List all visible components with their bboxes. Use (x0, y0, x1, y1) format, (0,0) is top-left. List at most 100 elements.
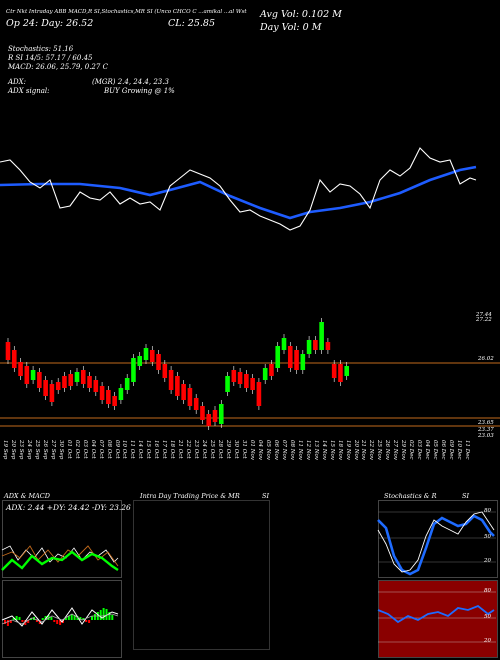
rsi-chart (377, 591, 496, 643)
date-label: 01 Nov (248, 440, 255, 460)
macd-bar (27, 620, 30, 623)
rsi-panel (378, 580, 498, 658)
candle-down (212, 410, 218, 422)
date-label: 15 Nov (328, 440, 335, 460)
date-label: 08 Oct (105, 440, 112, 459)
candle-down (244, 374, 249, 388)
date-label: 04 Nov (256, 440, 263, 460)
date-label: 27 Nov (392, 440, 399, 460)
candle-down (193, 398, 199, 410)
date-label: 30 Oct (233, 440, 240, 459)
date-label: 29 Oct (225, 440, 232, 459)
candle-down (187, 388, 193, 406)
candle-down (68, 374, 74, 386)
date-label: 20 Sep (9, 440, 16, 460)
price-level-low1: 23.65 (478, 420, 494, 426)
macd-bar (85, 620, 88, 622)
date-label: 30 Sep (57, 440, 64, 460)
candle-down (156, 354, 161, 370)
candle-up (143, 348, 149, 360)
date-label: 22 Nov (368, 440, 375, 460)
date-label: 19 Sep (2, 440, 8, 460)
stoch-panel (378, 500, 498, 578)
date-label: 23 Sep (17, 440, 24, 460)
candle-down (250, 378, 255, 390)
date-label: 24 Sep (25, 440, 32, 460)
date-label: 21 Nov (360, 440, 367, 460)
macd-bar (93, 614, 96, 620)
stoch-chart (377, 511, 496, 576)
date-label: 11 Oct (129, 440, 136, 459)
intraday-si: SI (262, 492, 270, 500)
macd-bar (91, 616, 93, 620)
candle-up (131, 358, 136, 382)
date-label: 15 Oct (145, 440, 152, 459)
candle-down (11, 350, 17, 368)
candle-down (43, 380, 48, 396)
adx-signal-label: ADX signal: (8, 87, 50, 95)
date-label: 11 Dec (464, 440, 471, 460)
date-label: 27 Sep (49, 440, 56, 460)
date-label: 18 Oct (169, 440, 176, 459)
candle-down (231, 370, 237, 382)
date-label: 06 Dec (440, 440, 447, 460)
adx-panel (2, 500, 122, 578)
date-label: 26 Nov (384, 440, 391, 460)
header-open: Op 24: Day: 26.52 (6, 18, 94, 29)
date-label: 03 Oct (81, 440, 88, 459)
date-label: 29 Nov (400, 440, 407, 460)
macd-bar (59, 620, 62, 625)
candle-down (149, 350, 155, 362)
candle-down (49, 384, 55, 402)
candle-up (225, 376, 230, 392)
intraday-title: Intra Day Trading Price & MR (140, 492, 240, 500)
price-level-top2: 27.22 (476, 317, 492, 323)
date-label: 21 Oct (177, 440, 184, 459)
rsi-tick-80: 80 (484, 588, 491, 594)
macd-bar (41, 618, 44, 620)
candle-up (124, 378, 130, 390)
macd-bar (111, 615, 114, 620)
candle-down (181, 384, 186, 400)
candle-down (200, 406, 205, 420)
date-label: 01 Oct (65, 440, 72, 459)
candle-down (62, 376, 67, 388)
macd-bar (53, 620, 56, 622)
candle-down (168, 370, 174, 390)
candle-up (306, 340, 312, 354)
macd-bar (88, 620, 91, 623)
macd-bar (70, 614, 73, 620)
header-day-vol: Day Vol: 0 M (260, 22, 322, 33)
date-label: 03 Dec (416, 440, 423, 460)
candle-down (37, 372, 42, 388)
candle-down (338, 364, 343, 382)
intraday-panel (133, 500, 270, 650)
adx-label: ADX: (8, 78, 27, 86)
moving-average-line (0, 165, 477, 220)
macd-bar (64, 618, 67, 620)
adx-values: (MGR) 2.4, 24.4, 23.3 (92, 78, 169, 86)
date-label: 09 Dec (448, 440, 455, 460)
date-label: 26 Sep (41, 440, 48, 460)
macd-panel (2, 580, 122, 658)
macd-chart (1, 607, 119, 627)
candle-up (281, 338, 287, 350)
candle-down (331, 364, 337, 378)
candle-down (18, 362, 23, 376)
price-level-low3: 23.03 (478, 433, 494, 439)
price-level-mid: 26.02 (478, 356, 494, 362)
adx-macd-title: ADX & MACD (4, 492, 50, 500)
macd-bar (73, 615, 76, 620)
date-label: 02 Dec (408, 440, 415, 460)
macd-bar (67, 616, 70, 620)
header-close: CL: 25.85 (168, 18, 215, 29)
candle-down (175, 376, 180, 396)
date-label: 12 Nov (304, 440, 311, 460)
candle-down (256, 382, 262, 406)
stoch-tick-50: 50 (484, 534, 491, 540)
macd-bar (105, 609, 108, 620)
date-label: 10 Dec (456, 440, 463, 460)
date-label: 04 Oct (89, 440, 96, 459)
macd-bar (9, 620, 12, 623)
macd-bar (108, 612, 111, 620)
